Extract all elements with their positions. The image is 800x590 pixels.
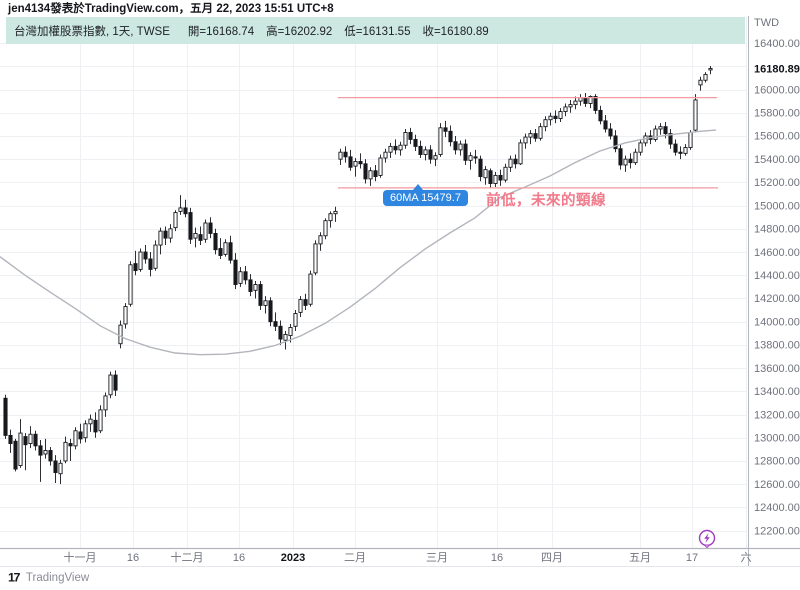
ma-label-callout[interactable]: 60MA 15479.7 bbox=[383, 184, 468, 206]
flash-marker-button[interactable] bbox=[698, 529, 716, 549]
svg-text:16: 16 bbox=[233, 552, 245, 564]
ohlc-field: 低=16131.55 bbox=[344, 25, 411, 38]
svg-text:16: 16 bbox=[491, 552, 503, 564]
ohlc-field: 高=16202.92 bbox=[266, 25, 333, 38]
ohlc-values: 開=16168.74 高=16202.92 低=16131.55 收=16180.89 bbox=[176, 23, 489, 39]
svg-text:15600.00: 15600.00 bbox=[754, 131, 800, 143]
svg-text:14000.00: 14000.00 bbox=[754, 317, 800, 329]
level-lines[interactable] bbox=[338, 96, 718, 189]
tradingview-logo-mark: 17 bbox=[8, 571, 20, 585]
svg-text:17: 17 bbox=[686, 552, 698, 564]
svg-text:四月: 四月 bbox=[541, 552, 563, 564]
attribution-bar: jen4134發表於TradingView.com，五月 22, 2023 15… bbox=[8, 2, 334, 16]
svg-text:16: 16 bbox=[127, 552, 139, 564]
tradingview-logo-text: TradingView bbox=[25, 572, 90, 584]
ma-label-text: 60MA 15479.7 bbox=[390, 192, 461, 204]
svg-text:13200.00: 13200.00 bbox=[754, 409, 800, 421]
svg-text:2023: 2023 bbox=[281, 552, 305, 564]
svg-text:十一月: 十一月 bbox=[64, 550, 97, 564]
svg-text:16000.00: 16000.00 bbox=[754, 84, 800, 96]
svg-text:三月: 三月 bbox=[426, 552, 448, 564]
svg-text:12600.00: 12600.00 bbox=[754, 479, 800, 491]
attribution-text: jen4134發表於TradingView.com，五月 22, 2023 15… bbox=[8, 3, 334, 15]
svg-text:14800.00: 14800.00 bbox=[754, 224, 800, 236]
svg-text:14200.00: 14200.00 bbox=[754, 293, 800, 305]
svg-text:13800.00: 13800.00 bbox=[754, 340, 800, 352]
time-axis[interactable]: 十一月 16 十二月 16 2023 二月 三月 16 四月 五月 17 六 bbox=[64, 550, 752, 564]
svg-text:16400.00: 16400.00 bbox=[754, 38, 800, 50]
ohlc-field: 開=16168.74 bbox=[187, 25, 255, 38]
svg-text:15800.00: 15800.00 bbox=[754, 108, 800, 120]
svg-text:12200.00: 12200.00 bbox=[754, 525, 800, 537]
svg-text:五月: 五月 bbox=[629, 552, 651, 564]
svg-text:12800.00: 12800.00 bbox=[754, 456, 800, 468]
svg-text:二月: 二月 bbox=[344, 552, 366, 564]
candlestick-series[interactable] bbox=[3, 65, 713, 485]
ohlc-field: 收=16180.89 bbox=[422, 25, 489, 38]
symbol-title: 台灣加權股票指數, 1天, TWSE bbox=[14, 25, 170, 38]
grid-lines bbox=[0, 17, 747, 548]
svg-text:13400.00: 13400.00 bbox=[754, 386, 800, 398]
svg-text:15400.00: 15400.00 bbox=[754, 154, 800, 166]
ma-line[interactable] bbox=[0, 129, 717, 356]
neckline-annotation-text[interactable]: 前低，未來的頸線 bbox=[486, 193, 606, 209]
axis-frame bbox=[0, 16, 800, 567]
svg-text:15200.00: 15200.00 bbox=[754, 177, 800, 189]
svg-text:十二月: 十二月 bbox=[171, 550, 204, 564]
svg-text:六: 六 bbox=[741, 551, 752, 564]
price-axis[interactable]: TWD 16400.00 16000.00 15800.00 15600.00 15400… bbox=[754, 17, 800, 537]
svg-text:14600.00: 14600.00 bbox=[754, 247, 800, 259]
svg-text:14400.00: 14400.00 bbox=[754, 270, 800, 282]
tradingview-logo[interactable]: 17 TradingView bbox=[8, 571, 89, 585]
svg-text:15000.00: 15000.00 bbox=[754, 200, 800, 212]
symbol-info-banner: 台灣加權股票指數, 1天, TWSE 開=16168.74 高=16202.92 低… bbox=[6, 17, 745, 44]
svg-text:12400.00: 12400.00 bbox=[754, 502, 800, 514]
currency-label: TWD bbox=[754, 17, 779, 29]
last-price-label: 16180.89 bbox=[754, 63, 800, 75]
svg-text:13000.00: 13000.00 bbox=[754, 433, 800, 445]
lightning-bolt-icon bbox=[704, 533, 710, 543]
svg-text:13600.00: 13600.00 bbox=[754, 363, 800, 375]
